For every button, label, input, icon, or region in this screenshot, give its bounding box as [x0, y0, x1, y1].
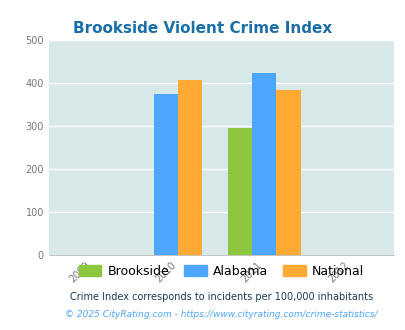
Bar — [153, 93, 178, 255]
Bar — [276, 90, 300, 255]
Text: © 2025 CityRating.com - https://www.cityrating.com/crime-statistics/: © 2025 CityRating.com - https://www.city… — [65, 310, 377, 319]
Bar — [178, 80, 202, 255]
Bar — [228, 128, 252, 255]
Text: Crime Index corresponds to incidents per 100,000 inhabitants: Crime Index corresponds to incidents per… — [70, 292, 372, 302]
Legend: Brookside, Alabama, National: Brookside, Alabama, National — [73, 260, 368, 283]
Text: Brookside Violent Crime Index: Brookside Violent Crime Index — [73, 20, 332, 36]
Bar — [252, 73, 276, 255]
